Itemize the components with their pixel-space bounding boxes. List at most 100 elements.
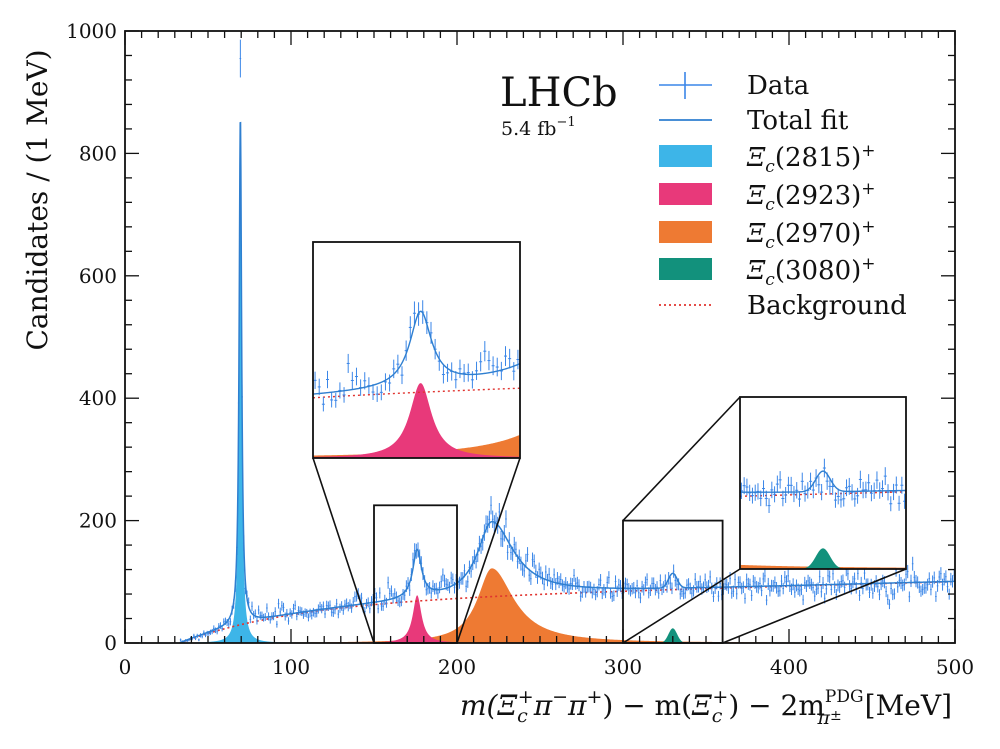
data-point — [644, 576, 647, 589]
data-point — [699, 575, 701, 588]
data-point — [646, 573, 648, 586]
data-point — [930, 583, 932, 596]
data-point — [784, 570, 786, 584]
legend-xi3080-swatch — [659, 258, 712, 280]
data-point — [893, 588, 896, 600]
data-point — [636, 579, 638, 592]
data-point — [890, 582, 892, 595]
data-point — [878, 589, 881, 601]
data-point — [493, 515, 496, 533]
data-point — [312, 607, 315, 617]
data-point — [691, 587, 693, 599]
data-point — [764, 569, 766, 583]
data-point — [369, 604, 371, 614]
zoom-connector — [456, 457, 521, 644]
data-point — [501, 531, 504, 548]
data-point — [682, 588, 685, 600]
data-point — [729, 572, 731, 585]
data-point — [425, 584, 428, 596]
data-point — [870, 578, 872, 591]
data-point — [571, 578, 574, 591]
inset-right — [739, 396, 907, 570]
data-point — [601, 588, 604, 600]
data-point — [603, 584, 605, 596]
data-point — [533, 554, 535, 569]
zoom-overlays — [312, 396, 907, 644]
data-point — [765, 594, 768, 606]
total-fit-layer — [179, 121, 955, 643]
data-point — [734, 573, 736, 586]
data-point — [891, 589, 894, 601]
data-point — [657, 587, 660, 599]
data-point — [523, 564, 526, 578]
data-point — [360, 592, 363, 604]
data-point — [915, 574, 917, 588]
data-point — [684, 587, 687, 599]
data-point — [198, 638, 200, 642]
data-point — [284, 612, 286, 621]
data-point — [787, 569, 789, 583]
data-point — [327, 601, 330, 611]
data-point — [578, 579, 580, 592]
data-point — [491, 510, 494, 528]
data-point — [289, 608, 291, 617]
data-point — [563, 580, 565, 593]
data-point — [598, 578, 600, 591]
data-point — [669, 577, 672, 590]
data-point — [614, 575, 617, 588]
data-point — [752, 575, 755, 588]
data-point — [639, 592, 642, 604]
data-point — [604, 587, 607, 599]
data-point — [921, 583, 924, 596]
data-point — [229, 618, 232, 626]
legend-xi2923-label: Ξc(2923)+ — [746, 179, 876, 215]
data-point — [553, 568, 555, 582]
data-point — [923, 582, 926, 594]
legend-item-xi2970: Ξc(2970)+ — [659, 217, 876, 253]
legend-item-total-fit: Total fit — [659, 106, 849, 136]
data-point — [609, 587, 612, 599]
xi2923-area — [374, 595, 457, 643]
data-point — [928, 572, 931, 585]
data-point — [606, 576, 609, 589]
data-point — [679, 588, 682, 600]
data-point — [637, 587, 640, 599]
data-point — [227, 620, 230, 628]
data-point — [488, 510, 491, 529]
data-point — [305, 608, 308, 618]
data-point — [835, 589, 838, 600]
data-point — [798, 585, 801, 597]
data-point — [266, 603, 268, 613]
data-point — [324, 609, 326, 619]
data-point — [918, 581, 921, 593]
data-point — [249, 615, 252, 624]
data-point — [647, 587, 650, 599]
data-point — [629, 585, 632, 597]
inset-xi2970-area — [313, 434, 520, 458]
inset-xi2923-area — [313, 383, 520, 458]
data-point — [554, 578, 557, 591]
data-point — [805, 580, 808, 592]
data-point — [925, 582, 927, 594]
data-point — [531, 552, 534, 567]
data-point — [920, 585, 922, 597]
data-point — [347, 601, 350, 612]
legend-data-label: Data — [747, 71, 809, 101]
data-point — [775, 581, 778, 594]
data-point — [521, 562, 524, 576]
data-point — [593, 583, 595, 596]
data-point — [943, 572, 946, 586]
data-point — [808, 576, 811, 589]
data-point — [216, 629, 218, 635]
data-point — [339, 603, 341, 613]
data-point — [641, 580, 643, 593]
data-point — [520, 556, 522, 571]
data-point — [946, 580, 949, 593]
data-point — [530, 572, 532, 585]
data-point — [759, 577, 761, 590]
data-point — [569, 577, 572, 590]
data-point — [850, 582, 853, 595]
data-point — [619, 580, 622, 592]
data-point — [382, 601, 384, 611]
x-tick-label: 400 — [770, 655, 808, 679]
